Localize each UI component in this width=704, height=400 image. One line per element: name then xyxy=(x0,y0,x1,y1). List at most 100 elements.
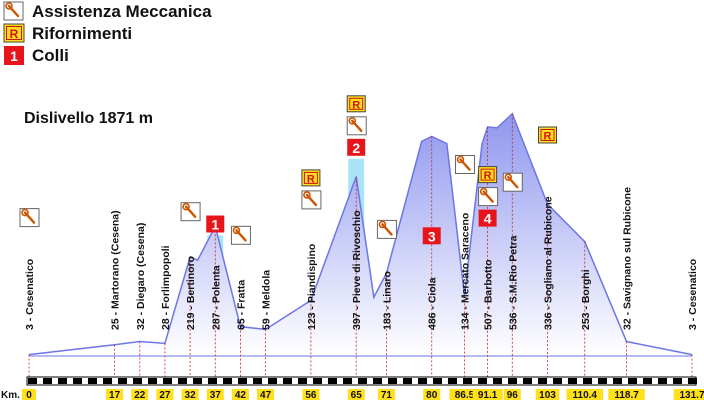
km-bar-dash xyxy=(463,378,472,384)
km-label: 71 xyxy=(381,390,393,400)
location-label: 253 - Borghi xyxy=(580,269,592,330)
legend-rifornimenti-label: Rifornimenti xyxy=(32,24,132,43)
colle-marker: 1 xyxy=(206,215,225,233)
legend-assistenza-label: Assistenza Meccanica xyxy=(32,2,212,21)
wrench-icon xyxy=(502,172,523,192)
km-label-box xyxy=(231,389,249,400)
km-label-box xyxy=(673,389,704,400)
km-bar-dash xyxy=(223,378,232,384)
colle-number: 1 xyxy=(211,217,219,233)
km-bar-dash xyxy=(388,378,397,384)
wrench-icon xyxy=(376,219,397,239)
km-bar-dash xyxy=(568,378,577,384)
km-label-box xyxy=(347,389,365,400)
rifornimento-icon: R xyxy=(538,126,558,144)
km-label: 32 xyxy=(185,390,197,400)
location-label: 3 - Cesenatico xyxy=(24,259,36,330)
km-label: 17 xyxy=(109,390,121,400)
km-bar-dash xyxy=(523,378,532,384)
km-label: 103 xyxy=(539,390,556,400)
km-label: 56 xyxy=(305,390,317,400)
km-bar-dash xyxy=(328,378,337,384)
km-label: 118.7 xyxy=(614,390,639,400)
km-bar-dash xyxy=(283,378,292,384)
location-label: 486 - Ciola xyxy=(427,277,439,330)
km-bar-dash xyxy=(298,378,307,384)
km-label-box xyxy=(206,389,224,400)
km-bar-dash xyxy=(673,378,682,384)
location-label: 134 - Mercato Saraceno xyxy=(459,213,471,330)
svg-text:R: R xyxy=(10,27,19,41)
km-bar-dash xyxy=(343,378,352,384)
km-bar-dash xyxy=(148,378,157,384)
km-label-box xyxy=(22,389,36,400)
km-bar-dash xyxy=(163,378,172,384)
km-bar-dash xyxy=(373,378,382,384)
legend-assistenza-icon xyxy=(3,1,24,21)
km-axis-title: Km. xyxy=(1,390,20,400)
colle-number: 4 xyxy=(484,211,492,227)
wrench-icon xyxy=(478,187,499,207)
location-label: 32 - Savignano sul Rubicone xyxy=(622,187,634,330)
km-bar-dash xyxy=(448,378,457,384)
km-label: 27 xyxy=(159,390,171,400)
km-label-box xyxy=(377,389,395,400)
km-label-box xyxy=(302,389,320,400)
km-bar-dash xyxy=(628,378,637,384)
km-bar-dash xyxy=(28,378,37,384)
location-label: 25 - Martorano (Cesena) xyxy=(110,210,122,330)
km-label: 131.7 xyxy=(679,390,704,400)
location-label: 28 - Forlimpopoli xyxy=(160,245,172,330)
km-label: 65 xyxy=(351,390,363,400)
km-bar-dash xyxy=(553,378,562,384)
location-label: 536 - S.M.Rio Petra xyxy=(507,235,519,330)
km-label: 42 xyxy=(235,390,247,400)
svg-text:1: 1 xyxy=(10,48,18,64)
km-bar-dash xyxy=(583,378,592,384)
rifornimento-letter: R xyxy=(544,131,552,143)
km-bar-dash xyxy=(193,378,202,384)
colle-marker: 4 xyxy=(478,209,497,227)
km-label: 110.4 xyxy=(573,390,598,400)
km-label-box xyxy=(181,389,199,400)
location-label: 32 - Diegaro (Cesena) xyxy=(135,223,147,330)
km-bar-dash xyxy=(418,378,427,384)
km-bar-dash xyxy=(253,378,262,384)
km-label-box xyxy=(106,389,124,400)
location-label: 59 - Meldola xyxy=(261,270,273,330)
km-label-box xyxy=(608,389,645,400)
km-label-box xyxy=(503,389,521,400)
rifornimento-icon: R xyxy=(346,95,366,113)
km-label: 96 xyxy=(507,390,519,400)
km-label: 37 xyxy=(210,390,222,400)
elevation-profile-area xyxy=(29,113,692,357)
legend-colli-label: Colli xyxy=(32,46,69,65)
wrench-icon xyxy=(180,202,201,222)
rifornimento-icon: R xyxy=(301,169,321,187)
km-bar-dash xyxy=(268,378,277,384)
km-bar-dash xyxy=(433,378,442,384)
dislivello-label: Dislivello 1871 m xyxy=(24,110,153,127)
km-label: 47 xyxy=(260,390,272,400)
km-bar-dash xyxy=(178,378,187,384)
location-label: 123 - Piandispino xyxy=(306,244,318,330)
wrench-icon xyxy=(454,155,475,174)
km-label-box xyxy=(449,389,480,400)
colle-marker: 2 xyxy=(347,138,366,156)
km-label: 0 xyxy=(26,390,32,400)
location-label: 397 - Pieve di Rivoschio xyxy=(351,210,363,330)
km-bar-dash xyxy=(313,378,322,384)
legend-rifornimenti-icon: R xyxy=(3,23,25,43)
km-label-box xyxy=(472,389,503,400)
wrench-icon xyxy=(230,225,251,245)
wrench-icon xyxy=(301,190,322,210)
rifornimento-letter: R xyxy=(307,173,315,185)
km-bar-dash xyxy=(613,378,622,384)
location-label: 219 - Bertinoro xyxy=(185,256,197,330)
km-bar-dash xyxy=(643,378,652,384)
km-bar-dash xyxy=(58,378,67,384)
colle-marker: 3 xyxy=(422,227,441,245)
km-label-box xyxy=(535,389,560,400)
legend: Assistenza Meccanica R Rifornimenti 1 Co… xyxy=(3,1,212,65)
